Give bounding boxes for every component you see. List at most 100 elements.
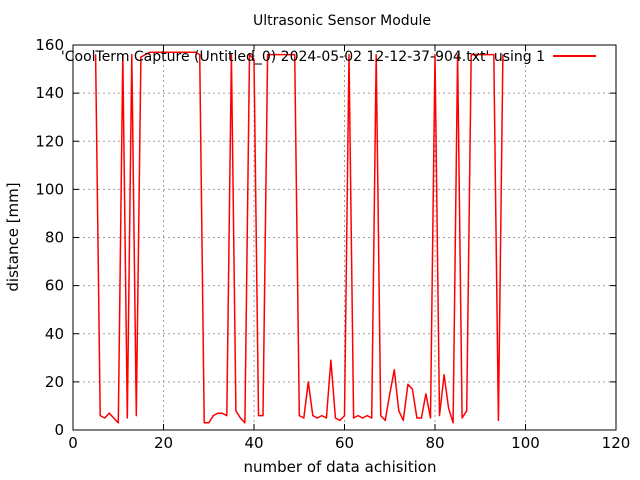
data-point bbox=[402, 419, 404, 421]
y-tick-label: 20 bbox=[45, 373, 64, 391]
data-point bbox=[212, 415, 214, 417]
data-point bbox=[330, 359, 332, 361]
data-point bbox=[208, 422, 210, 424]
data-point bbox=[384, 419, 386, 421]
data-point bbox=[172, 51, 174, 53]
data-point bbox=[493, 54, 495, 56]
data-point bbox=[271, 54, 273, 56]
data-point bbox=[371, 417, 373, 419]
data-point bbox=[380, 415, 382, 417]
data-point bbox=[430, 417, 431, 419]
data-point bbox=[420, 417, 422, 419]
data-point bbox=[221, 412, 223, 414]
data-point bbox=[285, 54, 287, 56]
data-point bbox=[348, 54, 350, 56]
y-tick-label: 140 bbox=[35, 84, 64, 102]
y-tick-label: 160 bbox=[35, 36, 64, 54]
data-point bbox=[235, 410, 237, 412]
data-point bbox=[217, 412, 219, 414]
y-tick-label: 100 bbox=[35, 180, 64, 198]
data-point bbox=[149, 51, 151, 53]
data-point bbox=[289, 54, 291, 56]
data-point bbox=[407, 383, 409, 385]
data-point bbox=[475, 54, 477, 56]
data-point bbox=[199, 54, 201, 56]
data-point bbox=[321, 415, 323, 417]
data-point bbox=[181, 51, 183, 53]
data-point bbox=[176, 51, 178, 53]
data-point bbox=[194, 51, 196, 53]
data-point bbox=[144, 54, 146, 56]
data-point bbox=[185, 51, 187, 53]
data-point bbox=[366, 415, 368, 417]
data-point bbox=[470, 54, 472, 56]
data-point bbox=[258, 415, 259, 417]
data-point bbox=[158, 51, 160, 53]
y-tick-label: 40 bbox=[45, 325, 64, 343]
data-point bbox=[99, 415, 101, 417]
data-point bbox=[334, 417, 336, 419]
data-point bbox=[190, 51, 192, 53]
data-point bbox=[126, 417, 128, 419]
data-point bbox=[249, 54, 250, 56]
data-point bbox=[108, 412, 110, 414]
data-point bbox=[411, 388, 413, 390]
data-point bbox=[466, 410, 468, 412]
data-point bbox=[153, 51, 155, 53]
data-point bbox=[244, 422, 246, 424]
data-point bbox=[434, 54, 436, 56]
data-point bbox=[140, 56, 142, 58]
data-point bbox=[484, 54, 486, 56]
data-point bbox=[253, 58, 255, 60]
data-point bbox=[452, 422, 454, 424]
legend: 'CoolTerm Capture (Untitled_0) 2024-05-0… bbox=[61, 49, 596, 65]
data-point bbox=[131, 54, 133, 56]
data-point bbox=[353, 417, 355, 419]
data-point bbox=[203, 422, 205, 424]
data-point bbox=[488, 54, 490, 56]
data-point bbox=[416, 417, 418, 419]
data-point bbox=[398, 410, 400, 412]
y-axis-label: distance [mm] bbox=[4, 182, 22, 291]
data-point bbox=[375, 54, 377, 56]
y-tick-label: 120 bbox=[35, 132, 64, 150]
data-point bbox=[95, 54, 97, 56]
x-axis-label: number of data achisition bbox=[244, 458, 437, 476]
x-tick-label: 100 bbox=[511, 434, 540, 452]
data-point bbox=[312, 415, 314, 417]
data-point bbox=[393, 369, 395, 371]
data-point bbox=[135, 415, 137, 417]
data-point bbox=[122, 54, 124, 56]
data-point bbox=[389, 393, 391, 395]
data-point bbox=[239, 417, 241, 419]
ticks: 0 20 40 60 80 100 120 0 20 40 60 80 100 120 140 160 bbox=[35, 36, 630, 452]
data-point bbox=[497, 419, 499, 421]
data-point bbox=[439, 415, 440, 417]
series-layer bbox=[94, 51, 504, 424]
chart-title: Ultrasonic Sensor Module bbox=[253, 13, 431, 29]
data-point bbox=[280, 54, 282, 56]
data-point bbox=[294, 54, 296, 56]
data-point bbox=[226, 415, 228, 417]
data-point bbox=[117, 422, 119, 424]
x-tick-label: 60 bbox=[335, 434, 354, 452]
data-point bbox=[443, 374, 445, 376]
x-tick-label: 20 bbox=[154, 434, 173, 452]
data-point bbox=[167, 51, 169, 53]
data-point bbox=[307, 381, 309, 383]
data-point bbox=[457, 54, 459, 56]
data-point bbox=[502, 54, 504, 56]
x-tick-label: 80 bbox=[425, 434, 444, 452]
y-tick-label: 80 bbox=[45, 229, 64, 247]
data-point bbox=[448, 407, 450, 409]
data-point bbox=[163, 51, 164, 53]
data-point bbox=[357, 415, 359, 417]
data-point bbox=[325, 417, 327, 419]
data-point bbox=[479, 54, 481, 56]
x-tick-label: 40 bbox=[244, 434, 263, 452]
data-point bbox=[104, 417, 106, 419]
data-point bbox=[425, 393, 427, 395]
x-tick-label: 120 bbox=[602, 434, 631, 452]
data-point bbox=[262, 415, 264, 417]
